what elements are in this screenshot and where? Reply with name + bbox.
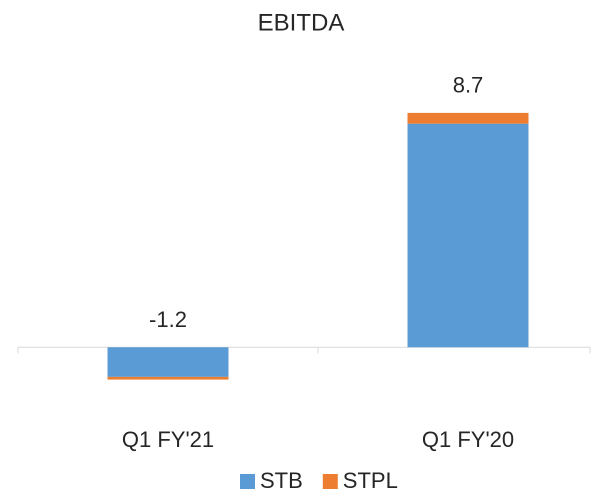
bar-segment bbox=[407, 112, 529, 124]
legend-label: STPL bbox=[343, 468, 398, 493]
bar-segment bbox=[107, 347, 229, 377]
legend-swatch bbox=[322, 474, 338, 489]
legend-label: STB bbox=[260, 468, 303, 493]
chart-title: EBITDA bbox=[258, 9, 345, 36]
x-tick-label: Q1 FY'21 bbox=[122, 427, 214, 452]
bar-segment bbox=[107, 376, 229, 380]
total-label: -1.2 bbox=[149, 307, 187, 332]
legend-swatch bbox=[240, 474, 255, 489]
total-label: 8.7 bbox=[453, 73, 484, 98]
x-tick-label: Q1 FY'20 bbox=[422, 427, 514, 452]
bar-segment bbox=[407, 123, 529, 348]
